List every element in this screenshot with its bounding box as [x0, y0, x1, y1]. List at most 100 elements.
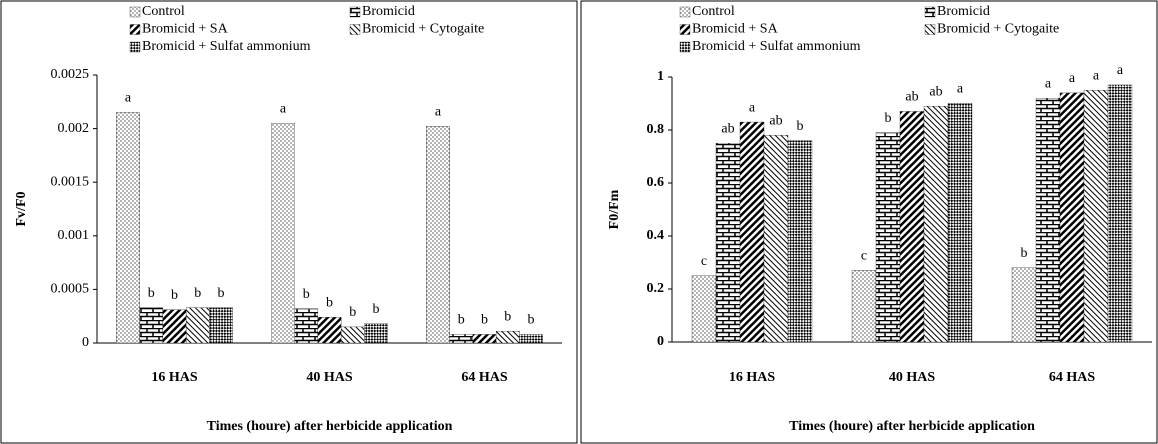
- legend-label: Bromicid + SA: [692, 22, 779, 37]
- bar: [139, 307, 164, 344]
- bar-annotation: b: [349, 305, 356, 320]
- y-tick-label: 0: [82, 335, 89, 350]
- bar: [787, 140, 813, 343]
- x-tick-label: 40 HAS: [889, 370, 936, 385]
- y-axis-label: F0/Fm: [607, 189, 622, 229]
- bar-annotation: a: [125, 91, 132, 106]
- y-tick-label: 0.2: [647, 281, 665, 296]
- legend-label: Bromicid: [362, 4, 415, 19]
- legend-swatch: [129, 6, 141, 18]
- bar-annotation: a: [957, 82, 964, 97]
- legend-swatch: [129, 41, 141, 53]
- bar: [364, 323, 388, 344]
- legend-label: Bromicid: [937, 4, 990, 19]
- bar: [519, 334, 543, 344]
- bar-annotation: ab: [769, 114, 782, 129]
- y-tick-label: 0.0015: [51, 174, 90, 189]
- chart-frame: [580, 0, 1158, 444]
- x-tick-label: 40 HAS: [306, 370, 353, 385]
- legend-swatch: [679, 24, 691, 35]
- bar: [899, 111, 925, 343]
- legend-swatch: [679, 41, 691, 53]
- bar-annotation: b: [194, 286, 201, 301]
- bar-annotation: a: [1117, 63, 1124, 78]
- bar-annotation: a: [749, 100, 756, 115]
- bar: [691, 275, 717, 343]
- bar-annotation: b: [303, 287, 310, 302]
- bar-annotation: ab: [929, 84, 942, 99]
- legend-label: Bromicid + Sulfat ammonium: [142, 39, 311, 54]
- bar-annotation: b: [171, 288, 178, 303]
- bar: [1059, 92, 1085, 343]
- bar: [271, 123, 295, 344]
- bar-annotation: ab: [905, 90, 918, 105]
- bar-annotation: b: [148, 286, 155, 301]
- y-tick-label: 0.0005: [51, 282, 90, 297]
- x-tick-label: 16 HAS: [151, 370, 198, 385]
- y-axis-label: Fv/F0: [14, 192, 29, 227]
- legend-swatch: [349, 24, 361, 35]
- bar: [294, 308, 319, 344]
- bar-annotation: b: [885, 111, 892, 126]
- y-tick-label: 0.002: [58, 121, 90, 136]
- bar-annotation: b: [528, 313, 535, 328]
- legend-label: Control: [692, 4, 735, 19]
- legend-swatch: [129, 24, 141, 35]
- bar-annotation: a: [1093, 68, 1100, 83]
- legend-label: Control: [142, 4, 185, 19]
- bar-annotation: b: [481, 313, 488, 328]
- bar-annotation: b: [218, 286, 225, 301]
- y-tick-label: 0: [657, 334, 664, 349]
- bar: [116, 112, 140, 344]
- bar-annotation: c: [701, 254, 707, 269]
- y-tick-label: 0.8: [647, 122, 665, 137]
- bar: [875, 132, 901, 343]
- bar: [1107, 84, 1133, 343]
- legend-swatch: [924, 6, 936, 18]
- legend-label: Bromicid + Cytogaite: [362, 22, 484, 37]
- bar: [317, 317, 342, 344]
- bar: [947, 103, 973, 343]
- bar: [449, 334, 474, 344]
- bar-annotation: b: [504, 309, 511, 324]
- bar-annotation: b: [326, 295, 333, 310]
- y-tick-label: 0.6: [647, 175, 665, 190]
- bar: [1083, 90, 1109, 343]
- x-tick-label: 64 HAS: [461, 370, 508, 385]
- bar: [185, 307, 210, 344]
- bar: [1011, 267, 1037, 343]
- x-tick-label: 16 HAS: [729, 370, 776, 385]
- x-axis-label: Times (houre) after herbicide applicatio…: [207, 419, 453, 434]
- bar: [1035, 98, 1061, 343]
- x-tick-label: 64 HAS: [1049, 370, 1096, 385]
- bar-annotation: a: [280, 101, 287, 116]
- chart-frame: [0, 0, 578, 444]
- bar-annotation: a: [1045, 76, 1052, 91]
- bar: [162, 309, 187, 344]
- bar-annotation: ab: [721, 121, 734, 136]
- y-tick-label: 0.4: [647, 228, 665, 243]
- legend-label: Bromicid + Cytogaite: [937, 22, 1059, 37]
- legend-label: Bromicid + Sulfat ammonium: [692, 39, 861, 54]
- legend-label: Bromicid + SA: [142, 22, 229, 37]
- bar: [495, 331, 520, 344]
- bar-annotation: b: [458, 313, 465, 328]
- bar-annotation: b: [797, 119, 804, 134]
- bar: [763, 135, 789, 343]
- bar: [715, 143, 741, 343]
- y-tick-label: 1: [657, 69, 664, 84]
- bar: [472, 334, 497, 344]
- legend-swatch: [349, 6, 361, 18]
- bar: [426, 126, 450, 344]
- y-tick-label: 0.001: [58, 228, 90, 243]
- legend-swatch: [924, 24, 936, 35]
- bar-annotation: a: [1069, 71, 1076, 86]
- x-axis-label: Times (houre) after herbicide applicatio…: [789, 419, 1035, 434]
- bar: [923, 106, 949, 343]
- legend-swatch: [679, 6, 691, 18]
- bar: [340, 326, 365, 344]
- bar-annotation: b: [373, 302, 380, 317]
- bar-annotation: c: [861, 249, 867, 264]
- bar-annotation: b: [1021, 246, 1028, 261]
